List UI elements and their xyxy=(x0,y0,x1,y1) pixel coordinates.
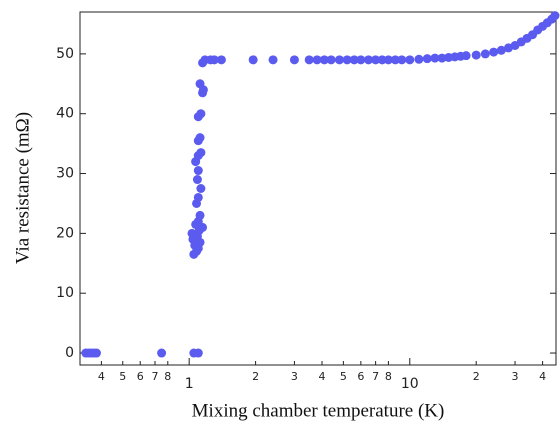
point xyxy=(383,55,393,65)
point xyxy=(289,55,299,65)
point xyxy=(430,53,440,63)
point xyxy=(193,166,203,176)
plot-frame xyxy=(79,11,557,366)
x-tick-label: 7 xyxy=(372,370,379,383)
point xyxy=(414,54,424,64)
point xyxy=(342,55,352,65)
point xyxy=(405,55,415,65)
point xyxy=(480,49,490,59)
point xyxy=(196,109,206,119)
y-tick-label: 0 xyxy=(65,345,74,361)
point xyxy=(471,50,481,60)
x-tick-label: 10 xyxy=(401,376,419,392)
point xyxy=(192,175,202,185)
point xyxy=(248,55,258,65)
x-tick-label: 6 xyxy=(137,370,144,383)
point xyxy=(187,228,197,238)
point xyxy=(157,348,167,358)
point xyxy=(193,192,203,202)
point xyxy=(196,184,206,193)
x-tick-label: 2 xyxy=(473,370,480,383)
point xyxy=(390,55,400,65)
point xyxy=(371,55,381,65)
point xyxy=(496,45,506,55)
x-tick-label: 3 xyxy=(512,370,519,383)
point xyxy=(326,55,336,65)
x-axis-label: Mixing chamber temperature (K) xyxy=(192,400,445,421)
point xyxy=(268,55,278,65)
point xyxy=(397,55,407,65)
point xyxy=(312,55,322,65)
point xyxy=(91,348,101,358)
point xyxy=(349,55,359,65)
point xyxy=(195,210,205,220)
point xyxy=(209,55,219,65)
x-tick-label: 7 xyxy=(151,370,158,383)
x-tick-label: 2 xyxy=(252,370,259,383)
x-tick-label: 4 xyxy=(98,370,105,383)
x-tick-label: 5 xyxy=(119,370,126,383)
point xyxy=(196,148,206,158)
x-tick-label: 3 xyxy=(291,370,298,383)
y-axis-label: Via resistance (mΩ) xyxy=(12,112,33,264)
x-tick-label: 5 xyxy=(340,370,347,383)
point xyxy=(304,55,314,65)
point xyxy=(198,85,208,95)
x-tick-label: 1 xyxy=(185,376,194,392)
point xyxy=(364,55,374,65)
x-tick-label: 6 xyxy=(357,370,364,383)
point xyxy=(195,133,205,143)
point xyxy=(422,54,432,64)
x-tick-label: 4 xyxy=(318,370,325,383)
point xyxy=(334,55,344,65)
y-tick-label: 20 xyxy=(56,225,74,241)
point xyxy=(461,51,471,61)
point xyxy=(356,55,366,65)
point xyxy=(193,348,203,358)
y-tick-label: 40 xyxy=(56,106,74,122)
x-tick-label: 8 xyxy=(164,370,171,383)
y-tick-label: 50 xyxy=(56,46,74,62)
point xyxy=(319,55,329,65)
x-tick-label: 4 xyxy=(539,370,546,383)
point xyxy=(377,55,387,65)
point xyxy=(489,47,499,57)
point xyxy=(550,11,560,21)
y-tick-label: 10 xyxy=(56,285,74,301)
point xyxy=(437,53,447,63)
x-tick-label: 8 xyxy=(385,370,392,383)
point xyxy=(216,55,226,65)
y-tick-label: 30 xyxy=(56,166,74,182)
